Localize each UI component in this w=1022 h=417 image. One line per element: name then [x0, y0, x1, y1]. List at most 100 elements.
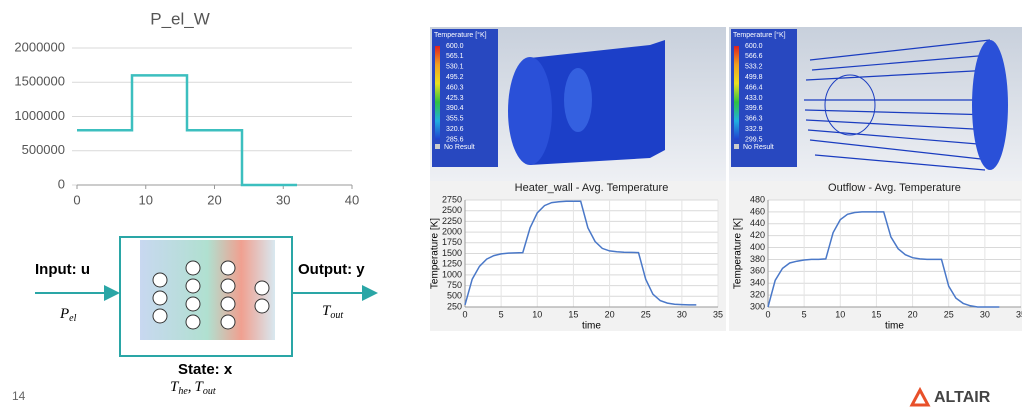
- y-tick-label: 1500: [442, 248, 462, 258]
- chart-title: Heater_wall - Avg. Temperature: [515, 182, 669, 194]
- data-line: [464, 200, 697, 306]
- output-label: Output: y: [298, 261, 365, 278]
- x-tick-label: 0: [462, 309, 467, 319]
- logo: ALTAIR: [934, 389, 991, 406]
- y-tick-label: 500: [447, 291, 462, 301]
- y-tick-label: 2250: [442, 216, 462, 226]
- y-tick-label: 0: [58, 176, 65, 191]
- x-tick-label: 5: [802, 309, 807, 319]
- color-bar: [734, 46, 739, 140]
- heater-shape: [530, 40, 665, 165]
- y-tick-label: 1000000: [14, 108, 65, 123]
- x-tick-label: 35: [713, 309, 723, 319]
- y-tick-label: 320: [750, 289, 765, 299]
- legend-level: 390.4: [446, 105, 464, 112]
- no-result: No Result: [444, 144, 475, 151]
- y-tick-label: 2000000: [14, 39, 65, 54]
- page-number: 14: [12, 389, 26, 403]
- data-line: [77, 74, 297, 187]
- data-line: [767, 211, 1000, 308]
- y-tick-label: 360: [750, 266, 765, 276]
- legend-level: 299.5: [745, 136, 763, 143]
- y-tick-label: 300: [750, 301, 765, 311]
- y-tick-label: 1500000: [14, 74, 65, 89]
- input-label: Input: u: [35, 261, 90, 278]
- chart-title: Outflow - Avg. Temperature: [828, 182, 961, 194]
- heater-shape: [508, 57, 552, 165]
- legend-level: 433.0: [745, 95, 763, 102]
- legend-level: 600.0: [745, 43, 763, 50]
- legend-level: 285.6: [446, 136, 464, 143]
- network-image: [140, 240, 275, 340]
- legend-level: 530.1: [446, 64, 464, 71]
- x-tick-label: 5: [499, 309, 504, 319]
- output-var: Tout: [322, 303, 343, 321]
- plot-area: [768, 200, 1022, 307]
- y-tick-label: 480: [750, 194, 765, 204]
- state-vars: The, Tout: [170, 379, 216, 397]
- legend-level: 366.3: [745, 116, 763, 123]
- y-tick-label: 400: [750, 242, 765, 252]
- legend-level: 320.6: [446, 126, 464, 133]
- outflow-lines: [804, 39, 995, 171]
- x-tick-label: 30: [677, 309, 687, 319]
- legend-level: 399.6: [745, 105, 763, 112]
- x-tick-label: 10: [532, 309, 542, 319]
- legend-level: 499.8: [745, 74, 763, 81]
- x-axis-label: time: [885, 321, 904, 332]
- legend-level: 460.3: [446, 84, 464, 91]
- legend-level: 566.6: [745, 53, 763, 60]
- legend-level: 600.0: [446, 43, 464, 50]
- no-result: No Result: [743, 144, 774, 151]
- network-nodes: [152, 260, 270, 330]
- y-tick-label: 1250: [442, 259, 462, 269]
- x-tick-label: 15: [568, 309, 578, 319]
- no-result-swatch: [435, 144, 440, 149]
- outflow-shape: [824, 74, 876, 136]
- color-bar: [435, 46, 440, 140]
- y-tick-label: 500000: [22, 142, 65, 157]
- legend-level: 466.4: [745, 84, 763, 91]
- y-axis-label: Temperature [K]: [733, 218, 744, 289]
- x-tick-label: 20: [207, 192, 221, 207]
- y-tick-label: 440: [750, 218, 765, 228]
- y-tick-label: 340: [750, 278, 765, 288]
- x-axis-label: time: [582, 321, 601, 332]
- y-tick-label: 1750: [442, 237, 462, 247]
- legend-box: [432, 29, 498, 167]
- legend-title: Temperature [°K]: [434, 31, 487, 39]
- y-tick-label: 2500: [442, 205, 462, 215]
- heater-shape: [564, 68, 592, 132]
- y-tick-label: 380: [750, 254, 765, 264]
- x-tick-label: 30: [276, 192, 290, 207]
- x-tick-label: 30: [980, 309, 990, 319]
- x-tick-label: 20: [605, 309, 615, 319]
- x-tick-label: 10: [139, 192, 153, 207]
- x-tick-label: 10: [835, 309, 845, 319]
- y-tick-label: 2750: [442, 194, 462, 204]
- no-result-swatch: [734, 144, 739, 149]
- x-tick-label: 15: [871, 309, 881, 319]
- logo-mark: [909, 386, 931, 407]
- legend-level: 332.9: [745, 126, 763, 133]
- y-tick-label: 1000: [442, 269, 462, 279]
- x-tick-label: 0: [765, 309, 770, 319]
- y-tick-label: 460: [750, 206, 765, 216]
- legend-level: 533.2: [745, 64, 763, 71]
- x-tick-label: 20: [908, 309, 918, 319]
- legend-level: 425.3: [446, 95, 464, 102]
- x-tick-label: 35: [1016, 309, 1022, 319]
- y-tick-label: 420: [750, 230, 765, 240]
- y-axis-label: Temperature [K]: [430, 218, 441, 289]
- x-tick-label: 0: [73, 192, 80, 207]
- state-label: State: x: [178, 361, 233, 378]
- x-tick-label: 25: [944, 309, 954, 319]
- outflow-shape: [972, 40, 1008, 170]
- chart-title: P_el_W: [150, 9, 210, 28]
- legend-title: Temperature [°K]: [733, 31, 786, 39]
- legend-level: 565.1: [446, 53, 464, 60]
- y-tick-label: 250: [447, 301, 462, 311]
- legend-box: [731, 29, 797, 167]
- y-tick-label: 2000: [442, 226, 462, 236]
